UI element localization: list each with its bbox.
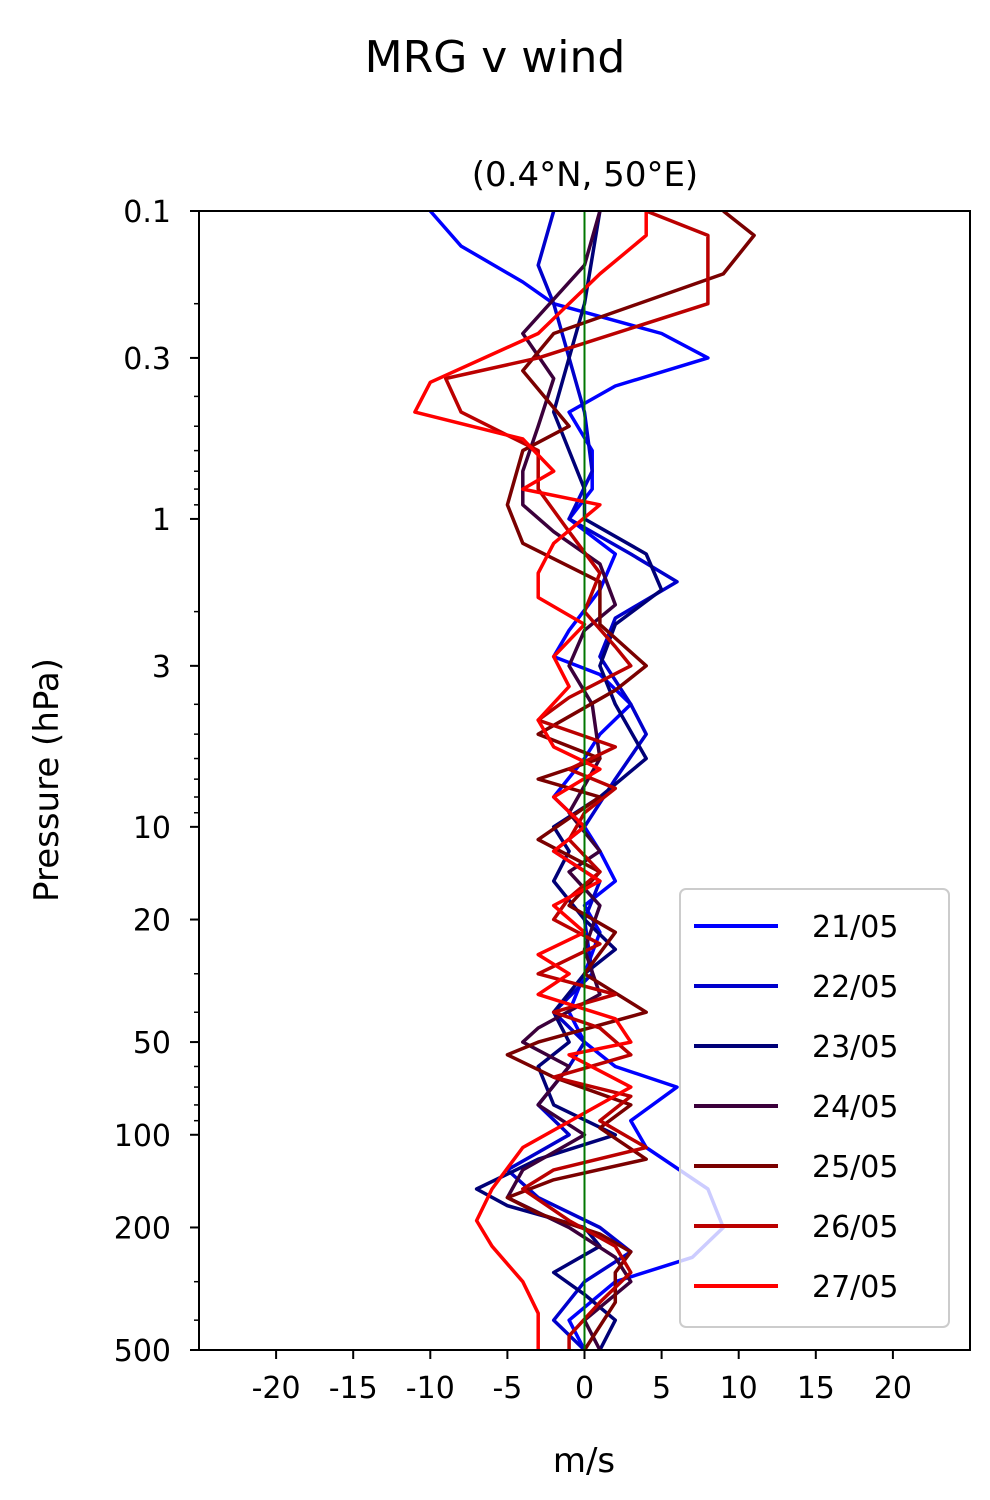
legend-label: 23/05 — [812, 1030, 898, 1065]
series-line-21-05 — [428, 211, 726, 1350]
legend-label: 26/05 — [812, 1210, 898, 1245]
x-tick-label: -20 — [252, 1371, 301, 1406]
legend-label: 22/05 — [812, 970, 898, 1005]
legend-label: 21/05 — [812, 910, 898, 945]
y-tick-label: 0.3 — [123, 342, 171, 377]
series-line-27-05 — [413, 211, 648, 1350]
y-tick-label: 100 — [114, 1119, 171, 1154]
legend-label: 24/05 — [812, 1090, 898, 1125]
x-tick-label: -15 — [329, 1371, 378, 1406]
y-tick-label: 20 — [133, 904, 171, 939]
x-tick-label: -10 — [406, 1371, 455, 1406]
x-axis-ticks: -20 -15 -10 -5 0 5 10 15 20 — [252, 1350, 912, 1406]
y-tick-label: 1 — [152, 503, 171, 538]
y-tick-label: 0.1 — [123, 195, 171, 230]
y-axis-label: Pressure (hPa) — [27, 658, 67, 902]
y-tick-label: 10 — [133, 811, 171, 846]
x-axis-label: m/s — [553, 1441, 615, 1481]
y-tick-label: 500 — [114, 1334, 171, 1369]
chart-title: (0.4°N, 50°E) — [472, 155, 698, 195]
x-tick-label: 5 — [652, 1371, 671, 1406]
x-tick-label: -5 — [492, 1371, 522, 1406]
x-tick-label: 20 — [874, 1371, 912, 1406]
chart-suptitle: MRG v wind — [365, 32, 626, 83]
y-axis-ticks: 0.1 0.3 1 3 10 20 50 100 200 500 — [114, 195, 199, 1369]
y-tick-label: 50 — [133, 1026, 171, 1061]
series-line-26-05 — [443, 211, 710, 1350]
x-tick-label: 15 — [797, 1371, 835, 1406]
y-tick-label: 200 — [114, 1211, 171, 1246]
y-tick-label: 3 — [152, 650, 171, 685]
legend-label: 25/05 — [812, 1150, 898, 1185]
legend-label: 27/05 — [812, 1270, 898, 1305]
x-tick-label: 0 — [575, 1371, 594, 1406]
x-tick-label: 10 — [720, 1371, 758, 1406]
legend: 21/05 22/05 23/05 24/05 25/05 26/05 27/05 — [679, 888, 950, 1328]
legend-box — [679, 888, 950, 1328]
